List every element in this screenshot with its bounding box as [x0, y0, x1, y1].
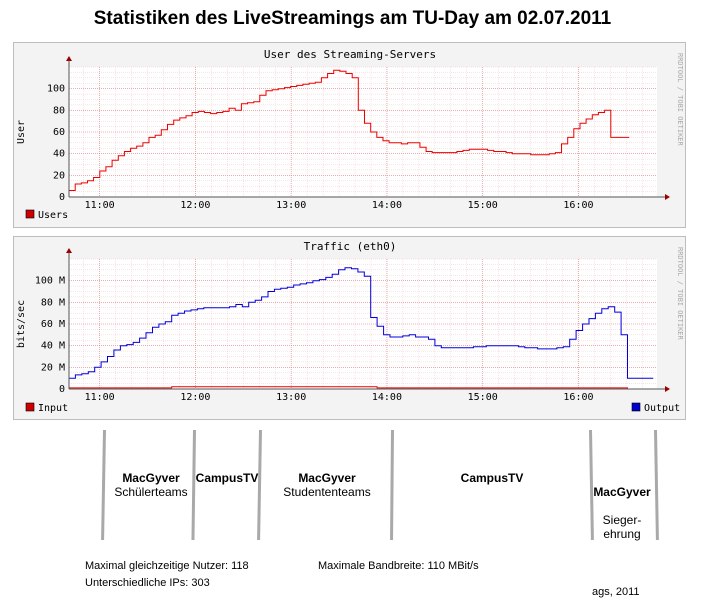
- unique-ips-text: Unterschiedliche IPs: 303: [85, 577, 210, 589]
- traffic-chart-panel: 11:00 12:00 13:00 14:00 15:00 16:00 0 20 M 40 M 6…: [13, 236, 686, 420]
- x-tick-label: 11:00: [85, 200, 115, 211]
- x-tick-label: 12:00: [180, 200, 210, 211]
- x-tick-label: 12:00: [180, 392, 210, 403]
- legend-swatch-output: [631, 402, 641, 412]
- chart-title: User des Streaming-Servers: [264, 48, 436, 61]
- segment-macgyver-studenten: MacGyver Studententeams: [262, 471, 392, 499]
- x-tick-label: 16:00: [563, 200, 593, 211]
- y-tick-label: 20: [53, 170, 65, 181]
- legend-swatch-input: [25, 402, 35, 412]
- users-chart-panel: 11:00 12:00 13:00 14:00 15:00 16:00 0 20 40 60 80 1…: [13, 42, 686, 228]
- rrdtool-credit: RRDTOOL / TOBI OETIKER: [676, 247, 684, 341]
- legend-label-users: Users: [38, 210, 68, 221]
- y-tick-label: 40: [53, 149, 65, 160]
- rrdtool-credit: RRDTOOL / TOBI OETIKER: [676, 53, 684, 147]
- traffic-chart: 11:00 12:00 13:00 14:00 15:00 16:00 0 20 M 40 M 6…: [16, 240, 684, 414]
- max-bandwidth-text: Maximale Bandbreite: 110 MBit/s: [318, 560, 479, 572]
- segment-text: Studententeams: [283, 485, 371, 499]
- y-tick-label: 80: [53, 105, 65, 116]
- x-tick-label: 13:00: [276, 200, 306, 211]
- series-line-output: [69, 267, 654, 379]
- y-axis-arrow: [66, 248, 72, 253]
- segment-title: MacGyver: [122, 471, 180, 485]
- y-tick-label: 60 M: [41, 319, 65, 330]
- segment-text: Sieger- ehrung: [602, 513, 642, 541]
- y-tick-label: 0: [59, 384, 65, 395]
- x-tick-label: 16:00: [563, 392, 593, 403]
- y-tick-label: 60: [53, 127, 65, 138]
- x-axis-arrow: [665, 194, 670, 200]
- x-axis-arrow: [665, 386, 670, 392]
- segment-title: CampusTV: [460, 471, 524, 485]
- segment-title: MacGyver: [593, 485, 651, 499]
- segment-title: CampusTV: [195, 471, 259, 485]
- segment-macgyver-schueler: MacGyver Schülerteams: [105, 471, 197, 499]
- x-tick-label: 11:00: [85, 392, 115, 403]
- segment-macgyver-siegerehrung: MacGyver Sieger- ehrung: [588, 471, 656, 541]
- series-line-input: [69, 386, 654, 390]
- y-axis-arrow: [66, 56, 72, 61]
- y-axis-label: User: [16, 120, 27, 144]
- y-tick-label: 20 M: [41, 362, 65, 373]
- segment-campustv-2: CampusTV: [393, 471, 591, 485]
- y-axis-label: bits/sec: [16, 300, 27, 348]
- x-tick-label: 15:00: [468, 200, 498, 211]
- series-line-users: [69, 69, 630, 191]
- y-tick-label: 80 M: [41, 297, 65, 308]
- y-tick-label: 100: [47, 84, 65, 95]
- legend-label-output: Output: [644, 403, 680, 414]
- page-title: Statistiken des LiveStreamings am TU-Day…: [93, 8, 612, 29]
- y-tick-label: 100 M: [35, 276, 65, 287]
- users-chart: 11:00 12:00 13:00 14:00 15:00 16:00 0 20 40 60 80 1…: [16, 48, 684, 221]
- x-tick-label: 14:00: [372, 392, 402, 403]
- x-tick-label: 15:00: [468, 392, 498, 403]
- max-users-text: Maximal gleichzeitige Nutzer: 118: [85, 560, 249, 572]
- x-tick-label: 13:00: [276, 392, 306, 403]
- segment-campustv-1: CampusTV: [193, 471, 261, 485]
- legend-swatch-users: [25, 209, 35, 219]
- segment-title: MacGyver: [298, 471, 356, 485]
- segment-text: Schülerteams: [114, 485, 188, 499]
- credit-text: ags, 2011: [592, 586, 640, 598]
- y-tick-label: 40 M: [41, 341, 65, 352]
- legend-label-input: Input: [38, 403, 68, 414]
- chart-title: Traffic (eth0): [304, 240, 397, 253]
- x-tick-label: 14:00: [372, 200, 402, 211]
- y-tick-label: 0: [59, 192, 65, 203]
